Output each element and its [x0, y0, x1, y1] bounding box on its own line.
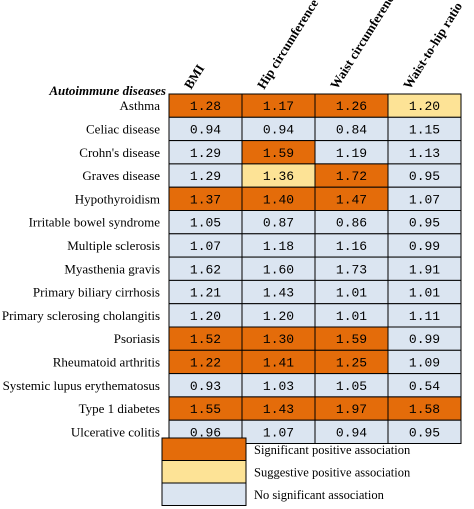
column-label-hip-circumference: Hip circumference [254, 0, 321, 92]
cell-value: 1.30 [263, 332, 294, 347]
row-label-irritable-bowel-syndrome: Irritable bowel syndrome [29, 215, 161, 230]
cell-value: 0.94 [190, 122, 221, 137]
chart-title: Autoimmune diseases [48, 83, 166, 98]
cell-value: 1.19 [336, 146, 367, 161]
cell-value: 1.01 [409, 286, 440, 301]
row-label-primary-biliary-cirrhosis: Primary biliary cirrhosis [33, 285, 160, 300]
cell-value: 1.59 [336, 332, 367, 347]
legend-swatch-none [161, 482, 247, 506]
heatmap-cells: 1.28 1.17 1.26 1.20 0.94 0.94 0.84 1.15 1.29 1.59… [168, 93, 462, 445]
cell-value: 1.03 [263, 379, 294, 394]
row-label-type-1-diabetes: Type 1 diabetes [79, 401, 160, 416]
legend: Significant positive association Suggesti… [161, 437, 411, 506]
row-label-psoriasis: Psoriasis [114, 331, 160, 346]
row-label-systemic-lupus-erythematosus: Systemic lupus erythematosus [3, 378, 160, 393]
cell-value: 1.21 [190, 286, 221, 301]
cell-value: 1.20 [409, 99, 440, 114]
cell-value: 0.54 [409, 379, 440, 394]
cell-value: 1.40 [263, 192, 294, 207]
cell-value: 1.43 [263, 402, 294, 417]
row-label-multiple-sclerosis: Multiple sclerosis [67, 238, 160, 253]
cell-value: 1.26 [336, 99, 367, 114]
cell-value: 0.95 [409, 216, 440, 231]
cell-value: 1.20 [190, 309, 221, 324]
row-label-hypothyroidism: Hypothyroidism [75, 191, 160, 206]
column-label-bmi: BMI [181, 62, 207, 92]
cell-value: 1.07 [409, 192, 440, 207]
cell-value: 1.47 [336, 192, 367, 207]
legend-label-sig: Significant positive association [254, 443, 411, 457]
cell-value: 1.29 [190, 146, 221, 161]
row-label-graves-disease: Graves disease [82, 168, 160, 183]
cell-value: 1.25 [336, 355, 367, 370]
cell-value: 1.17 [263, 99, 294, 114]
cell-value: 1.18 [263, 239, 294, 254]
cell-value: 1.05 [336, 379, 367, 394]
row-label-myasthenia-gravis: Myasthenia gravis [64, 261, 160, 276]
legend-label-none: No significant association [254, 488, 385, 502]
cell-value: 0.87 [263, 216, 294, 231]
cell-value: 1.01 [336, 286, 367, 301]
column-label-waist-circumference: Waist circumference [327, 0, 400, 92]
column-label-waist-to-hip-ratio: Waist-to-hip ratio [400, 0, 465, 92]
cell-value: 1.36 [263, 169, 294, 184]
cell-value: 0.96 [190, 425, 221, 440]
cell-value: 1.07 [190, 239, 221, 254]
cell-value: 1.29 [190, 169, 221, 184]
cell-value: 1.15 [409, 122, 440, 137]
legend-swatch-sig [161, 437, 247, 461]
cell-value: 1.37 [190, 192, 221, 207]
cell-value: 0.84 [336, 122, 367, 137]
row-labels: Asthma Celiac disease Crohn's disease Grave… [2, 98, 160, 439]
row-label-rheumatoid-arthritis: Rheumatoid arthritis [53, 354, 160, 369]
cell-value: 1.41 [263, 355, 294, 370]
cell-value: 0.86 [336, 216, 367, 231]
cell-value: 0.94 [263, 122, 294, 137]
cell-value: 1.58 [409, 402, 440, 417]
row-label-ulcerative-colitis: Ulcerative colitis [71, 424, 160, 439]
row-label-primary-sclerosing-cholangitis: Primary sclerosing cholangitis [2, 308, 160, 323]
cell-value: 1.52 [190, 332, 221, 347]
cell-value: 1.28 [190, 99, 221, 114]
cell-value: 1.73 [336, 262, 367, 277]
cell-value: 1.20 [263, 309, 294, 324]
cell-value: 1.11 [409, 309, 440, 324]
cell-value: 1.91 [409, 262, 440, 277]
row-label-asthma: Asthma [120, 98, 161, 113]
cell-value: 1.07 [263, 425, 294, 440]
cell-value: 1.59 [263, 146, 294, 161]
cell-value: 1.01 [336, 309, 367, 324]
cell-ulcerative-colitis-waist-to-hip-ratio [387, 419, 462, 445]
cell-value: 1.55 [190, 402, 221, 417]
cell-value: 0.93 [190, 379, 221, 394]
cell-value: 1.62 [190, 262, 221, 277]
cell-value: 1.97 [336, 402, 367, 417]
cell-value: 1.22 [190, 355, 221, 370]
cell-value: 1.13 [409, 146, 440, 161]
cell-value: 0.99 [409, 239, 440, 254]
cell-value: 1.43 [263, 286, 294, 301]
row-label-crohn-s-disease: Crohn's disease [79, 145, 160, 160]
cell-value: 0.99 [409, 332, 440, 347]
row-label-celiac-disease: Celiac disease [86, 121, 160, 136]
legend-swatch-sug [161, 460, 247, 484]
cell-value: 0.95 [409, 169, 440, 184]
cell-value: 1.05 [190, 216, 221, 231]
cell-value: 1.60 [263, 262, 294, 277]
cell-value: 0.95 [409, 425, 440, 440]
column-labels: BMI Hip circumference Waist circumference W… [181, 0, 465, 92]
cell-value: 0.94 [336, 425, 367, 440]
legend-label-sug: Suggestive positive association [254, 465, 411, 479]
cell-value: 1.72 [336, 169, 367, 184]
cell-value: 1.16 [336, 239, 367, 254]
cell-value: 1.09 [409, 355, 440, 370]
